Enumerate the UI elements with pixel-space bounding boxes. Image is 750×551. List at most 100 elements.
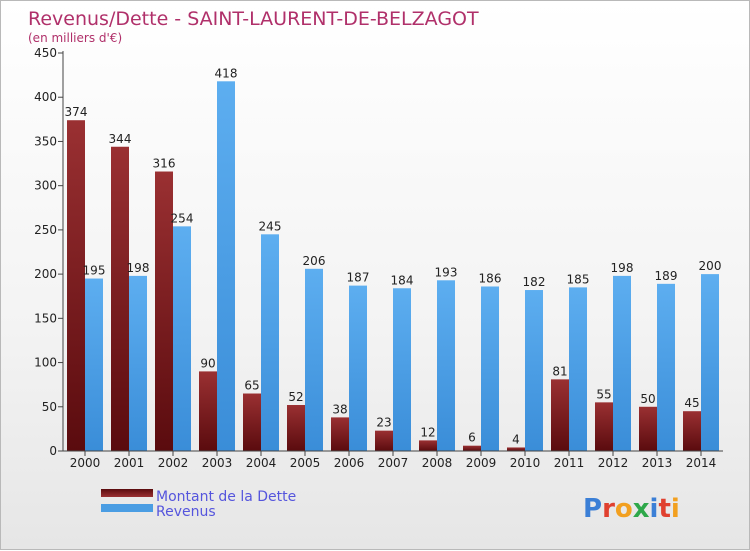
bar-debt [507, 447, 525, 451]
bar-debt [199, 371, 217, 451]
bar-debt [243, 393, 261, 451]
bar-debt [551, 379, 569, 451]
y-tick-label: 400 [34, 90, 57, 104]
legend-label-debt: Montant de la Dette [156, 489, 296, 505]
value-label-debt: 6 [468, 431, 476, 445]
bar-debt [111, 146, 129, 452]
value-label-debt: 52 [288, 390, 303, 404]
value-label-debt: 23 [376, 416, 391, 430]
bar-debt [331, 417, 349, 451]
bar-revenus [85, 278, 103, 451]
bar-revenus [613, 275, 631, 451]
bar-revenus [701, 274, 719, 451]
y-tick-label: 250 [34, 223, 57, 237]
bar-debt [463, 445, 481, 451]
bar-revenus [657, 283, 675, 451]
bar-debt [595, 402, 613, 451]
bar-revenus [569, 287, 587, 451]
legend-swatch-debt [101, 489, 153, 497]
value-label-revenus: 185 [567, 272, 590, 286]
x-axis: 2000 2001 2002 2003 2004 2005 2006 2007 2008 2009… [63, 450, 723, 470]
y-tick-label: 450 [34, 46, 57, 60]
x-tick-label: 2011 [554, 456, 585, 470]
bar-debt [375, 430, 393, 451]
bar-revenus [525, 290, 543, 451]
y-tick-label: 200 [34, 267, 57, 281]
y-tick-label: 300 [34, 179, 57, 193]
x-tick-label: 2007 [378, 456, 409, 470]
value-label-revenus: 193 [435, 265, 458, 279]
bar-revenus [481, 286, 499, 451]
bar-debt [419, 440, 437, 451]
bar-revenus [261, 234, 279, 451]
bar-debt [639, 406, 657, 451]
value-label-debt: 55 [596, 387, 611, 401]
value-label-debt: 50 [640, 392, 655, 406]
value-label-revenus: 184 [391, 273, 414, 287]
bar-revenus [393, 288, 411, 451]
value-label-revenus: 182 [523, 275, 546, 289]
x-tick-label: 2012 [598, 456, 629, 470]
value-label-debt: 344 [109, 132, 132, 146]
chart-subtitle: (en milliers d'€) [28, 31, 122, 45]
bar-revenus [129, 275, 147, 451]
bar-revenus [305, 268, 323, 451]
value-label-revenus: 198 [611, 261, 634, 275]
x-tick-label: 2008 [422, 456, 453, 470]
bar-debt [287, 405, 305, 451]
y-tick-label: 350 [34, 134, 57, 148]
value-label-revenus: 200 [699, 259, 722, 273]
x-tick-label: 2002 [158, 456, 189, 470]
x-tick-label: 2000 [70, 456, 101, 470]
value-label-debt: 374 [65, 105, 88, 119]
bar-debt [155, 171, 173, 451]
value-label-revenus: 189 [655, 269, 678, 283]
x-tick-label: 2006 [334, 456, 365, 470]
bar-revenus [217, 81, 235, 452]
value-label-revenus: 206 [303, 254, 326, 268]
value-label-revenus: 186 [479, 271, 502, 285]
bar-debt [67, 120, 85, 452]
proxiti-logo: Proxiti [583, 494, 680, 524]
value-label-debt: 316 [153, 157, 176, 171]
bar-revenus [437, 280, 455, 451]
value-label-revenus: 254 [171, 211, 194, 225]
y-tick-label: 0 [49, 444, 57, 458]
y-axis: 0 50 100 150 200 250 300 350 400 450 [34, 46, 64, 458]
value-label-debt: 90 [200, 356, 215, 370]
value-label-revenus: 198 [127, 261, 150, 275]
x-tick-label: 2001 [114, 456, 145, 470]
x-tick-label: 2013 [642, 456, 673, 470]
legend-swatch-revenus [101, 504, 153, 512]
y-tick-label: 100 [34, 356, 57, 370]
value-label-debt: 65 [244, 379, 259, 393]
x-tick-label: 2010 [510, 456, 541, 470]
value-label-debt: 81 [552, 364, 567, 378]
value-label-revenus: 195 [83, 264, 106, 278]
x-tick-label: 2004 [246, 456, 277, 470]
x-tick-label: 2003 [202, 456, 233, 470]
bar-revenus [173, 226, 191, 451]
x-tick-label: 2005 [290, 456, 321, 470]
svg-text:Proxiti: Proxiti [583, 494, 680, 524]
chart-title: Revenus/Dette - SAINT-LAURENT-DE-BELZAGO… [28, 8, 479, 30]
value-label-revenus: 245 [259, 219, 282, 233]
x-tick-label: 2014 [686, 456, 717, 470]
value-label-revenus: 187 [347, 271, 370, 285]
value-label-debt: 12 [420, 425, 435, 439]
y-tick-label: 150 [34, 311, 57, 325]
value-label-debt: 4 [512, 432, 520, 446]
legend-label-revenus: Revenus [156, 504, 216, 520]
bars-group [67, 81, 719, 452]
legend: Montant de la Dette Revenus [101, 489, 296, 520]
bar-debt [683, 411, 701, 451]
bar-revenus [349, 285, 367, 451]
y-tick-label: 50 [42, 400, 57, 414]
x-tick-label: 2009 [466, 456, 497, 470]
value-label-debt: 45 [684, 396, 699, 410]
value-labels: 374 195 344 198 316 254 90 418 65 245 52 206 38 187 23… [65, 66, 722, 446]
value-label-revenus: 418 [215, 66, 238, 80]
value-label-debt: 38 [332, 402, 347, 416]
